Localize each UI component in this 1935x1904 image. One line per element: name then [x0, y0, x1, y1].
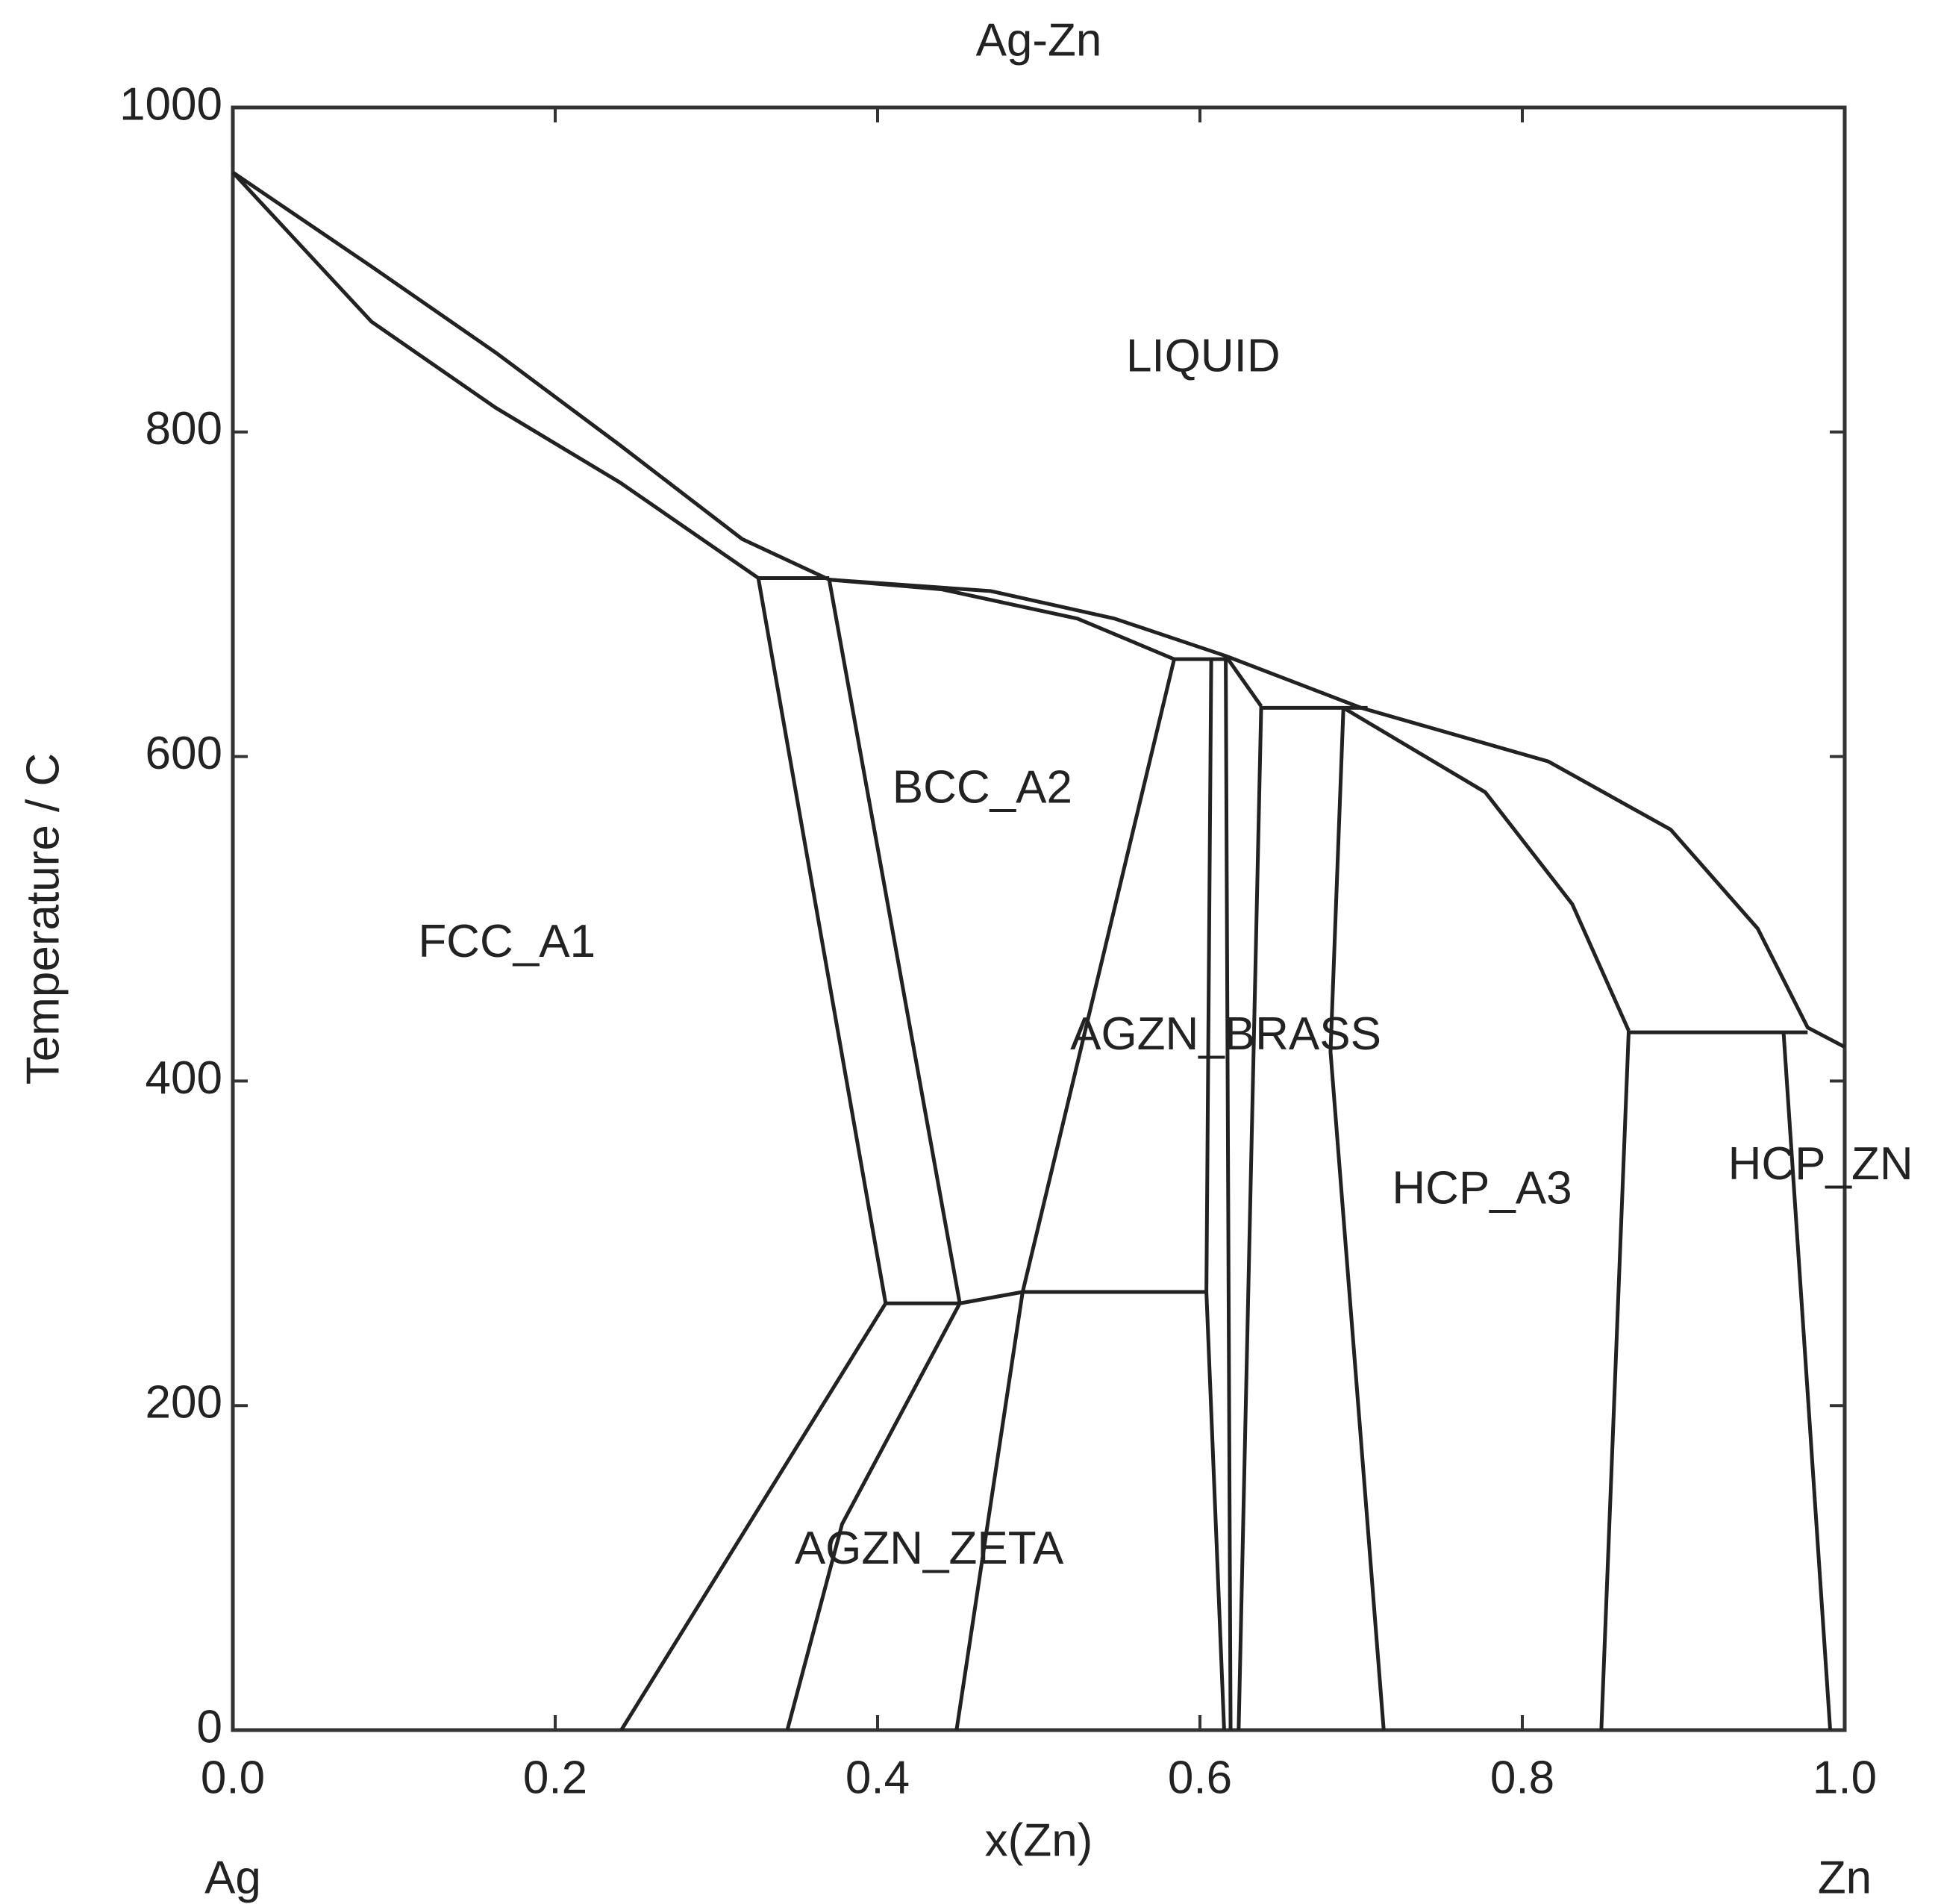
y-axis-label: Temperature / C [17, 753, 69, 1085]
phase-boundary [756, 578, 888, 1304]
y-tick-label: 600 [146, 728, 222, 779]
y-tick-label: 1000 [119, 78, 222, 130]
x-tick-label: 1.0 [1813, 1752, 1877, 1803]
phase-label: BCC_A2 [893, 762, 1072, 814]
phase-boundary [1224, 655, 1233, 1731]
plot-frame [231, 105, 1847, 1732]
phase-label: FCC_A1 [418, 916, 595, 967]
phase-boundary [1781, 1030, 1833, 1731]
phase-label: AGZN_ZETA [795, 1523, 1064, 1574]
phase-boundary [959, 1290, 1023, 1305]
y-tick-label: 0 [197, 1701, 222, 1752]
x-tick-label: 0.2 [523, 1752, 587, 1803]
phase-boundary [1328, 708, 1386, 1731]
phase-boundary [1342, 706, 1631, 1032]
x-end-label: Zn [1818, 1852, 1872, 1903]
phase-label: HCP_A3 [1392, 1163, 1572, 1214]
x-tick-label: 0.0 [201, 1752, 265, 1803]
y-tick-label: 400 [146, 1052, 222, 1104]
x-tick-label: 0.6 [1168, 1752, 1232, 1803]
phase-label: AGZN_BRASS [1070, 1008, 1381, 1060]
phase-label: HCP_ZN [1728, 1138, 1913, 1190]
phase-boundary [231, 170, 1846, 1049]
phase-boundary [954, 658, 1176, 1731]
phase-boundary [1224, 655, 1263, 708]
x-axis-label: x(Zn) [985, 1814, 1093, 1866]
x-tick-label: 0.4 [845, 1752, 910, 1803]
x-tick-label: 0.8 [1490, 1752, 1554, 1803]
phase-boundary [619, 1302, 887, 1732]
phase-boundary [1237, 706, 1263, 1731]
phase-boundary [1599, 1030, 1631, 1731]
chart-title: Ag-Zn [976, 14, 1102, 66]
x-end-label: Ag [204, 1852, 261, 1903]
y-tick-label: 800 [146, 403, 222, 455]
phase-boundary [827, 579, 962, 1304]
phase-boundary [231, 171, 760, 580]
phase-boundary [785, 1302, 962, 1731]
phase-label: LIQUID [1126, 330, 1281, 381]
y-tick-label: 200 [146, 1377, 222, 1429]
phase-boundary [828, 578, 1175, 661]
phase-boundary [1204, 659, 1226, 1731]
